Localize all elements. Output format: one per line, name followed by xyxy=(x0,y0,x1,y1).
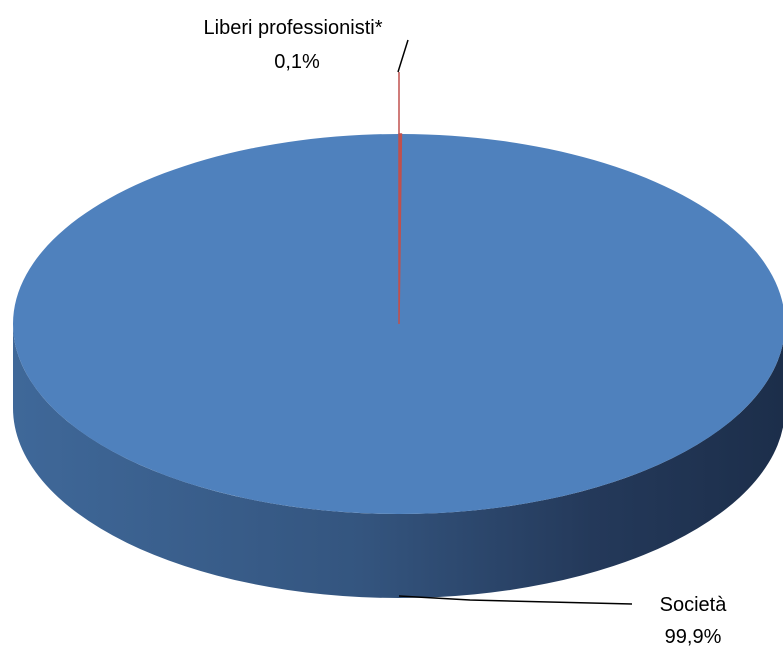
leader-line-societa xyxy=(398,595,633,605)
pie-side-wall xyxy=(13,324,783,598)
slice-label-liberi-professionisti: Liberi professionisti* xyxy=(204,17,383,39)
pie-slice-societa xyxy=(12,134,783,514)
slice-value-societa: 99,9% xyxy=(665,626,722,647)
leader-line-liberi-professionisti xyxy=(397,39,409,73)
slice-label-societa: Società xyxy=(660,594,728,616)
slice-value-liberi-professionisti: 0,1% xyxy=(274,51,320,73)
